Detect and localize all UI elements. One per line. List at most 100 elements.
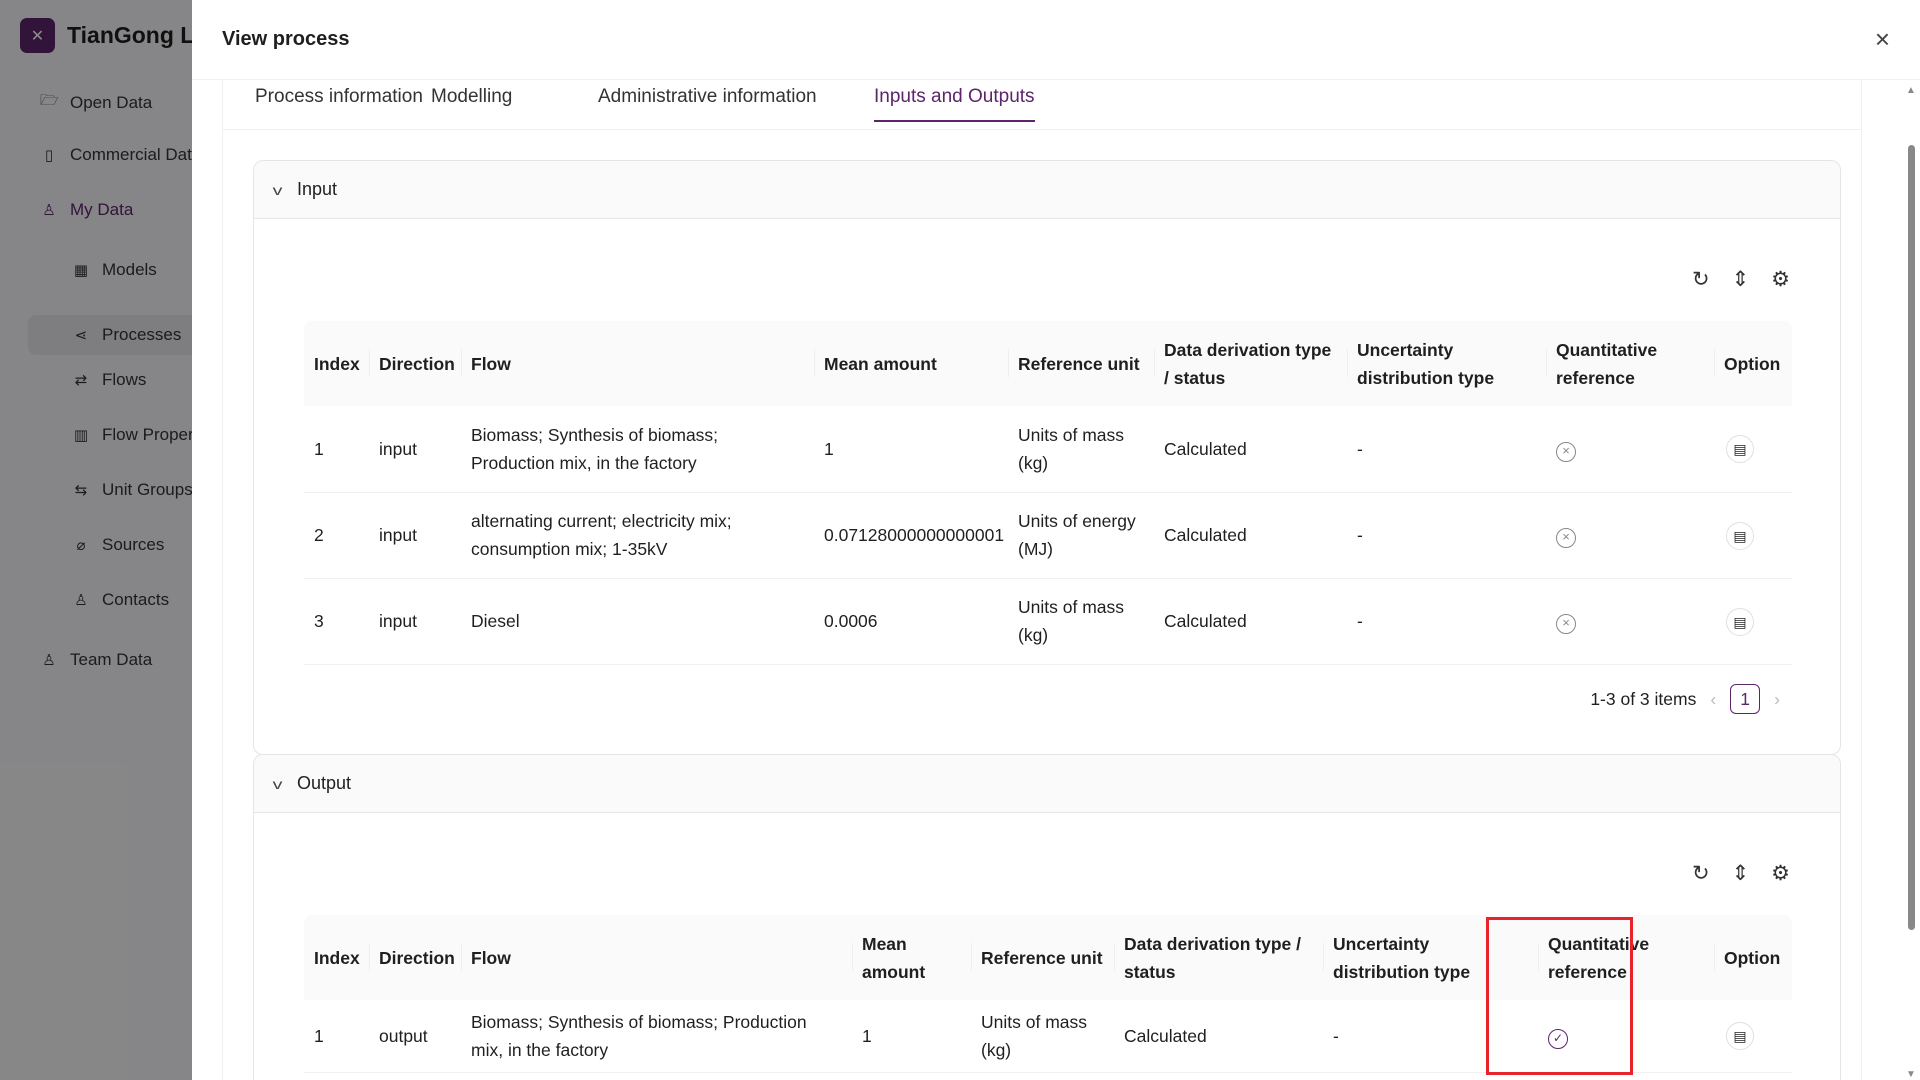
input-panel: v Input ↻ ⇕ ⚙ Index Direction Flow Mean amo… <box>253 160 1841 755</box>
grid-icon: ▦ <box>73 262 89 279</box>
view-detail-button[interactable]: ▤ <box>1726 1022 1754 1051</box>
highlight-box <box>1486 917 1633 1075</box>
reload-icon[interactable]: ↻ <box>1691 862 1710 885</box>
sidebar-item-label: Contacts <box>102 590 170 609</box>
cell-index: 2 <box>304 492 369 579</box>
cell-direction: input <box>369 406 461 493</box>
table-row: 1 output Biomass; Synthesis of biomass; Pr… <box>304 1000 1792 1073</box>
user-icon: ♙ <box>42 202 56 219</box>
cell-option: ▤ <box>1714 406 1792 493</box>
column-height-icon[interactable]: ⇕ <box>1731 862 1750 885</box>
cell-quantitative-reference: × <box>1546 492 1714 579</box>
sidebar-item-commercial-data[interactable]: ▯ Commercial Data <box>40 145 201 165</box>
cell-direction: input <box>369 578 461 665</box>
cell-flow: Biomass; Synthesis of biomass; Productio… <box>461 406 814 493</box>
sidebar-item-flow-properties[interactable]: ▥ Flow Properties <box>72 425 220 445</box>
paperclip-icon: ⌀ <box>76 537 86 554</box>
cell-direction: input <box>369 492 461 579</box>
tab-process-information[interactable]: Process information <box>255 86 423 107</box>
view-process-drawer: View process × Process information Model… <box>192 0 1920 1080</box>
scrollbar[interactable]: ▲ ▼ <box>1904 85 1918 1080</box>
view-detail-button[interactable]: ▤ <box>1726 435 1754 464</box>
repeat-icon: ⇆ <box>74 482 88 499</box>
sidebar-item-team-data[interactable]: ♙ Team Data <box>40 650 152 670</box>
cell-quantitative-reference: ✓ <box>1538 1000 1714 1073</box>
logo-icon: ✕ <box>20 18 55 53</box>
column-header: Flow <box>461 915 852 1000</box>
input-pagination: 1-3 of 3 items ‹ 1 › <box>1590 684 1780 714</box>
cell-quantitative-reference: × <box>1546 578 1714 665</box>
close-icon[interactable]: × <box>1874 24 1890 54</box>
scroll-up-icon[interactable]: ▲ <box>1906 85 1916 96</box>
table-row: 1 input Biomass; Synthesis of biomass; Pro… <box>304 406 1792 493</box>
gear-icon[interactable]: ⚙ <box>1771 268 1790 291</box>
output-panel-header[interactable]: v Output <box>254 755 1840 813</box>
column-header: Data derivation type / status <box>1114 915 1323 1000</box>
column-header: Option <box>1714 915 1792 1000</box>
tab-modelling[interactable]: Modelling <box>431 86 513 107</box>
cell-uncertainty: - <box>1347 578 1546 665</box>
column-header: Data derivation type / status <box>1154 321 1347 406</box>
drawer-body: Process information Modelling Administra… <box>222 80 1862 1080</box>
sidebar-item-label: My Data <box>70 200 134 219</box>
cell-unit: Units of mass (kg) <box>1008 578 1154 665</box>
cell-derivation: Calculated <box>1154 578 1347 665</box>
column-header: Quantitative reference <box>1546 321 1714 406</box>
sliders-icon: ▥ <box>73 427 89 444</box>
column-header: Direction <box>369 915 461 1000</box>
sidebar-item-label: Commercial Data <box>70 145 202 164</box>
cell-option: ▤ <box>1714 492 1792 579</box>
scrollbar-thumb[interactable] <box>1908 145 1915 930</box>
input-panel-header[interactable]: v Input <box>254 161 1840 219</box>
cell-mean: 0.0006 <box>814 578 1008 665</box>
tab-bar: Process information Modelling Administra… <box>223 80 1861 130</box>
cell-mean: 0.07128000000000001 <box>814 492 1008 579</box>
file-icon: ▯ <box>44 147 54 164</box>
sidebar-item-flows[interactable]: ⇄ Flows <box>72 370 147 390</box>
cell-uncertainty: - <box>1347 406 1546 493</box>
cell-option: ▤ <box>1714 578 1792 665</box>
column-header: Uncertainty distribution type <box>1323 915 1538 1000</box>
cell-flow: Biomass; Synthesis of biomass; Productio… <box>461 1000 852 1073</box>
sidebar-item-my-data[interactable]: ♙ My Data <box>40 200 133 220</box>
sidebar-item-open-data[interactable]: 🗁 Open Data <box>40 90 152 115</box>
cell-index: 1 <box>304 1000 369 1073</box>
column-header: Direction <box>369 321 461 406</box>
swap-icon: ⇄ <box>74 372 88 389</box>
cell-derivation: Calculated <box>1154 406 1347 493</box>
next-page-icon[interactable]: › <box>1774 688 1780 709</box>
drawer-header: View process × <box>192 0 1920 80</box>
team-icon: ♙ <box>74 592 88 609</box>
drawer-title: View process <box>222 28 350 50</box>
gear-icon[interactable]: ⚙ <box>1771 862 1790 885</box>
cell-option: ▤ <box>1714 1000 1792 1073</box>
input-table-toolbar: ↻ ⇕ ⚙ <box>1692 267 1790 292</box>
sidebar-item-label: Flow Properties <box>102 425 221 444</box>
output-table-toolbar: ↻ ⇕ ⚙ <box>1692 861 1790 886</box>
sidebar-item-contacts[interactable]: ♙ Contacts <box>72 590 169 610</box>
prev-page-icon[interactable]: ‹ <box>1710 688 1717 709</box>
sidebar-item-models[interactable]: ▦ Models <box>72 260 157 280</box>
sidebar-item-label: Processes <box>102 325 182 344</box>
column-header: Reference unit <box>971 915 1114 1000</box>
close-circle-icon: × <box>1556 441 1576 462</box>
view-detail-button[interactable]: ▤ <box>1726 521 1754 550</box>
column-header: Uncertainty distribution type <box>1347 321 1546 406</box>
tab-inputs-and-outputs[interactable]: Inputs and Outputs <box>874 86 1035 122</box>
cell-index: 3 <box>304 578 369 665</box>
tab-administrative-information[interactable]: Administrative information <box>598 86 817 107</box>
table-row: 2 input alternating current; electricity m… <box>304 492 1792 579</box>
cell-derivation: Calculated <box>1114 1000 1323 1073</box>
output-panel-title: Output <box>297 773 352 793</box>
view-detail-button[interactable]: ▤ <box>1726 607 1754 636</box>
column-header: Reference unit <box>1008 321 1154 406</box>
cell-unit: Units of mass (kg) <box>971 1000 1114 1073</box>
scroll-down-icon[interactable]: ▼ <box>1906 1069 1916 1080</box>
sidebar-item-sources[interactable]: ⌀ Sources <box>72 535 164 555</box>
column-header: Option <box>1714 321 1792 406</box>
sidebar-item-unit-groups[interactable]: ⇆ Unit Groups <box>72 480 193 500</box>
folder-open-icon: 🗁 <box>40 92 59 109</box>
page-1-button[interactable]: 1 <box>1730 684 1761 714</box>
reload-icon[interactable]: ↻ <box>1691 268 1710 291</box>
column-height-icon[interactable]: ⇕ <box>1731 268 1750 291</box>
